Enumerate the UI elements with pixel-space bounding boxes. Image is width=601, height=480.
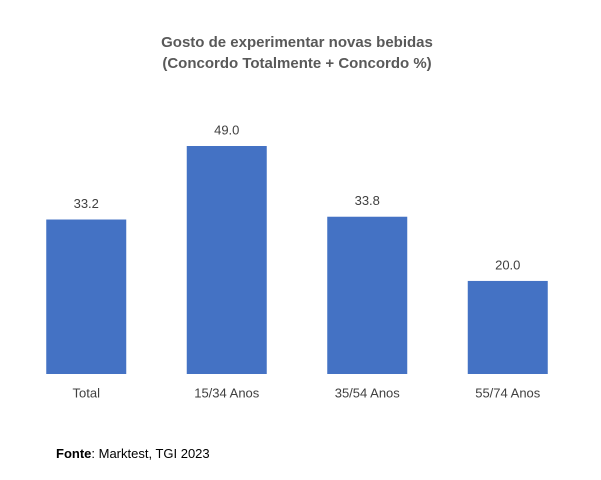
bar [46, 219, 127, 374]
chart-title: Gosto de experimentar novas bebidas [161, 34, 433, 51]
data-label: 20.0 [495, 257, 520, 272]
source-text: : Marktest, TGI 2023 [91, 446, 209, 461]
x-tick-label: 55/74 Anos [475, 385, 541, 400]
source: Fonte: Marktest, TGI 2023 [56, 446, 210, 461]
bar [467, 280, 548, 374]
x-tick-label: 35/54 Anos [335, 385, 401, 400]
chart-subtitle: (Concordo Totalmente + Concordo %) [162, 55, 431, 72]
data-label: 49.0 [214, 122, 239, 137]
x-tick-label: Total [73, 385, 101, 400]
data-label: 33.2 [74, 196, 99, 211]
source-label: Fonte [56, 446, 91, 461]
x-tick-label: 15/34 Anos [194, 385, 260, 400]
bar [327, 216, 408, 374]
data-label: 33.8 [355, 193, 380, 208]
bar [186, 146, 267, 374]
